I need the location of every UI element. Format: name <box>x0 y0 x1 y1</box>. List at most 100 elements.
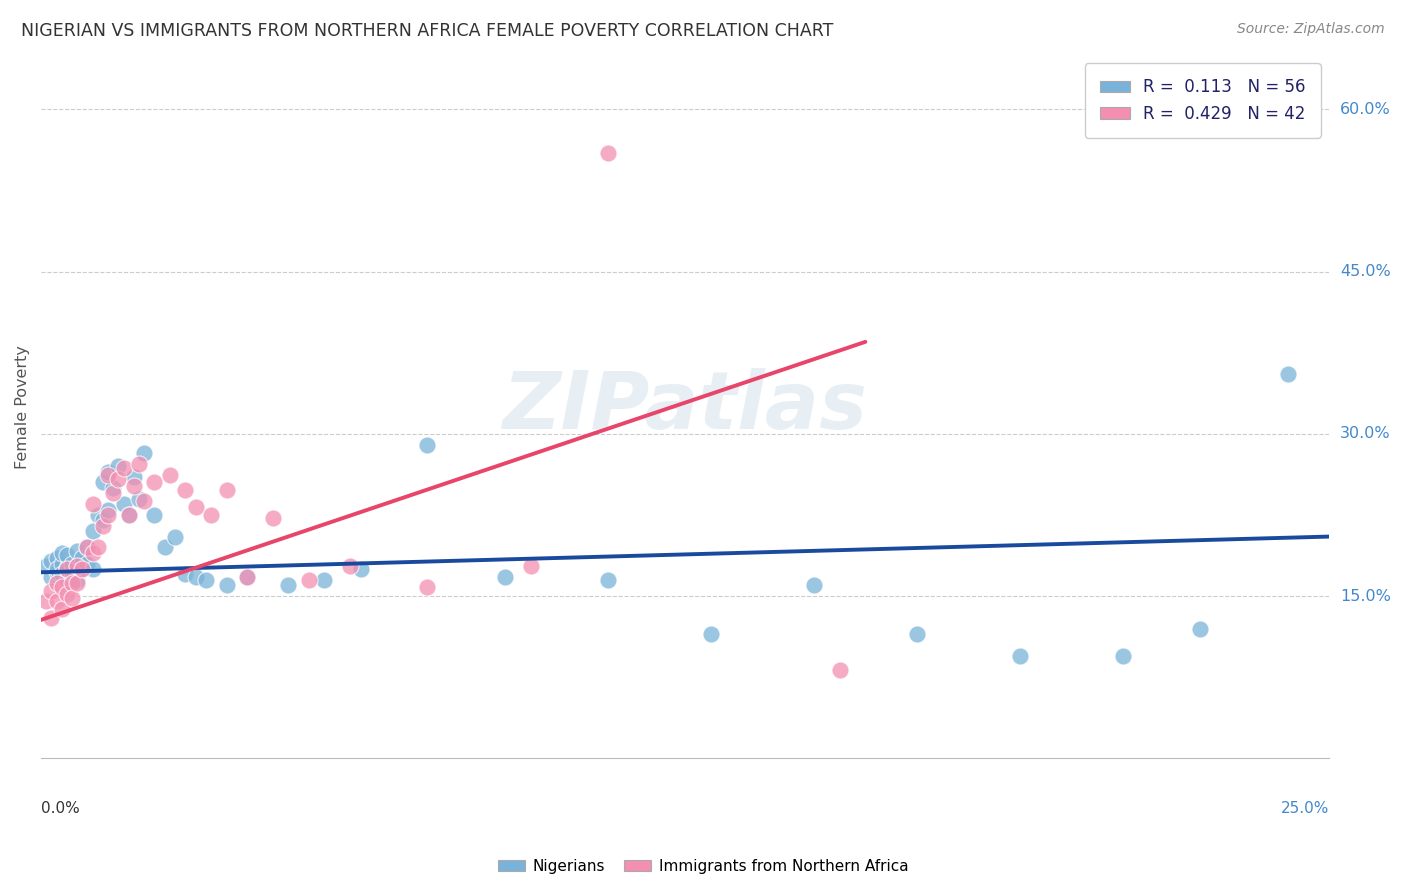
Point <box>51 567 73 582</box>
Point <box>45 562 67 576</box>
Point <box>103 481 125 495</box>
Point <box>112 461 135 475</box>
Point <box>153 541 176 555</box>
Y-axis label: Female Poverty: Female Poverty <box>15 345 30 468</box>
Point <box>82 497 104 511</box>
Point <box>1189 622 1212 636</box>
Point <box>35 558 58 573</box>
Point <box>51 602 73 616</box>
Point <box>97 508 120 522</box>
Point <box>87 508 110 522</box>
Point <box>519 558 541 573</box>
Point <box>66 573 89 587</box>
Point <box>596 145 619 160</box>
Point <box>803 578 825 592</box>
Point <box>51 581 73 595</box>
Text: 60.0%: 60.0% <box>1340 102 1391 117</box>
Point <box>107 472 129 486</box>
Point <box>45 594 67 608</box>
Point <box>122 470 145 484</box>
Point <box>82 546 104 560</box>
Point <box>97 502 120 516</box>
Point <box>72 562 94 576</box>
Point <box>60 566 83 580</box>
Point <box>72 562 94 576</box>
Point <box>159 467 181 482</box>
Point <box>236 569 259 583</box>
Point <box>97 467 120 482</box>
Point <box>174 483 197 497</box>
Point <box>41 554 63 568</box>
Point <box>76 557 98 571</box>
Point <box>215 578 238 592</box>
Point <box>66 576 89 591</box>
Text: 45.0%: 45.0% <box>1340 264 1391 279</box>
Legend: R =  0.113   N = 56, R =  0.429   N = 42: R = 0.113 N = 56, R = 0.429 N = 42 <box>1085 63 1320 137</box>
Point <box>60 576 83 591</box>
Point <box>143 508 166 522</box>
Point <box>118 508 141 522</box>
Point <box>134 494 156 508</box>
Point <box>700 627 723 641</box>
Text: 0.0%: 0.0% <box>41 800 80 815</box>
Point <box>122 479 145 493</box>
Point <box>494 569 516 583</box>
Point <box>215 483 238 497</box>
Point <box>66 558 89 573</box>
Point <box>60 557 83 571</box>
Point <box>97 465 120 479</box>
Point <box>184 569 207 583</box>
Point <box>298 573 321 587</box>
Point <box>51 546 73 560</box>
Point <box>828 663 851 677</box>
Point <box>1008 648 1031 663</box>
Point <box>1112 648 1135 663</box>
Text: Source: ZipAtlas.com: Source: ZipAtlas.com <box>1237 22 1385 37</box>
Point <box>41 610 63 624</box>
Point <box>128 491 150 506</box>
Point <box>56 561 79 575</box>
Point <box>91 518 114 533</box>
Point <box>60 591 83 606</box>
Text: 30.0%: 30.0% <box>1340 426 1391 442</box>
Text: ZIPatlas: ZIPatlas <box>502 368 868 446</box>
Point <box>56 587 79 601</box>
Point <box>82 562 104 576</box>
Point <box>45 566 67 580</box>
Point <box>87 541 110 555</box>
Point <box>262 511 284 525</box>
Point <box>1277 368 1299 382</box>
Legend: Nigerians, Immigrants from Northern Africa: Nigerians, Immigrants from Northern Afri… <box>492 853 914 880</box>
Text: 25.0%: 25.0% <box>1281 800 1329 815</box>
Point <box>416 437 439 451</box>
Point <box>45 551 67 566</box>
Point <box>165 530 187 544</box>
Point <box>277 578 299 592</box>
Point <box>596 573 619 587</box>
Point <box>200 508 222 522</box>
Point <box>56 562 79 576</box>
Point <box>91 475 114 490</box>
Point <box>112 497 135 511</box>
Text: NIGERIAN VS IMMIGRANTS FROM NORTHERN AFRICA FEMALE POVERTY CORRELATION CHART: NIGERIAN VS IMMIGRANTS FROM NORTHERN AFR… <box>21 22 834 40</box>
Point <box>174 567 197 582</box>
Point <box>314 573 336 587</box>
Point <box>416 581 439 595</box>
Point <box>107 459 129 474</box>
Point <box>118 508 141 522</box>
Point <box>349 562 371 576</box>
Point <box>51 557 73 571</box>
Point <box>91 513 114 527</box>
Text: 15.0%: 15.0% <box>1340 589 1391 604</box>
Point <box>194 573 217 587</box>
Point <box>72 551 94 566</box>
Point <box>134 446 156 460</box>
Point <box>82 524 104 538</box>
Point <box>41 583 63 598</box>
Point <box>128 457 150 471</box>
Point <box>339 558 361 573</box>
Point <box>143 475 166 490</box>
Point <box>56 573 79 587</box>
Point <box>184 500 207 515</box>
Point <box>76 541 98 555</box>
